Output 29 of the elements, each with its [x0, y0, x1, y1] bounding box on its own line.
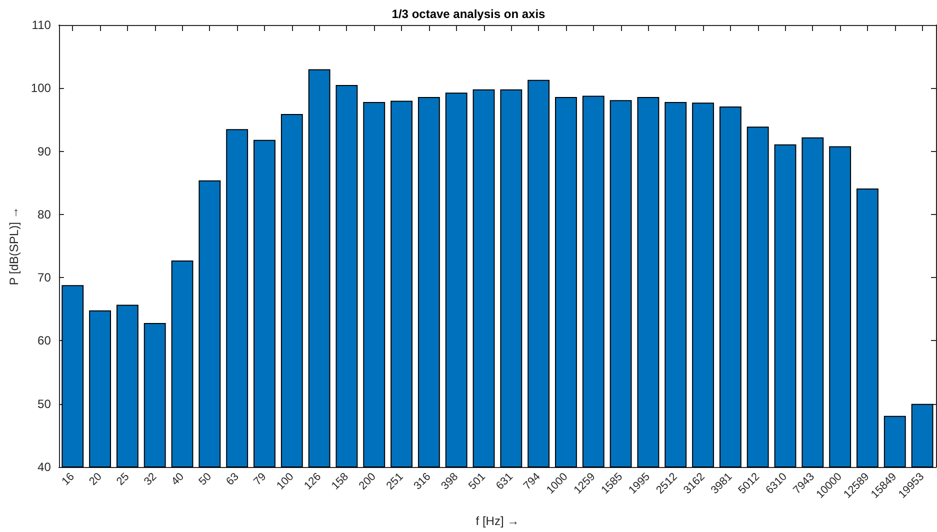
x-tick-label: 25: [114, 470, 132, 488]
y-tick-label: 40: [38, 460, 52, 474]
x-tick-label: 251: [384, 470, 406, 492]
x-tick-label: 20: [87, 470, 104, 488]
x-tick-label: 501: [466, 470, 488, 492]
x-tick-label: 398: [439, 470, 461, 492]
y-tick-label: 90: [38, 144, 52, 158]
y-tick-label: 70: [38, 270, 52, 285]
y-tick-label: 50: [38, 396, 52, 411]
x-tick-label: 158: [330, 470, 351, 492]
x-tick-label: 316: [412, 470, 434, 492]
x-tick-label: 16: [60, 470, 77, 488]
x-tick-label: 631: [494, 470, 516, 492]
y-tick-label: 110: [32, 18, 52, 32]
y-tick-label: 60: [38, 334, 52, 348]
x-tick-label: 40: [169, 470, 187, 488]
x-tick-label: 794: [521, 470, 543, 492]
x-tick-label: 63: [224, 470, 242, 488]
x-tick-label: 32: [142, 470, 160, 488]
y-tick-label: 80: [38, 207, 52, 222]
x-tick-label: 100: [274, 470, 296, 492]
x-tick-label: 126: [302, 470, 324, 492]
y-axis-title: P [dB(SPL)] →: [7, 206, 21, 286]
x-axis-title: f [Hz] →: [476, 514, 520, 528]
y-tick-label: 100: [30, 81, 52, 96]
x-tick-label: 50: [196, 470, 214, 488]
x-tick-label: 79: [252, 470, 269, 488]
chart-title: 1/3 octave analysis on axis: [392, 7, 546, 21]
x-tick-label: 200: [356, 470, 378, 492]
